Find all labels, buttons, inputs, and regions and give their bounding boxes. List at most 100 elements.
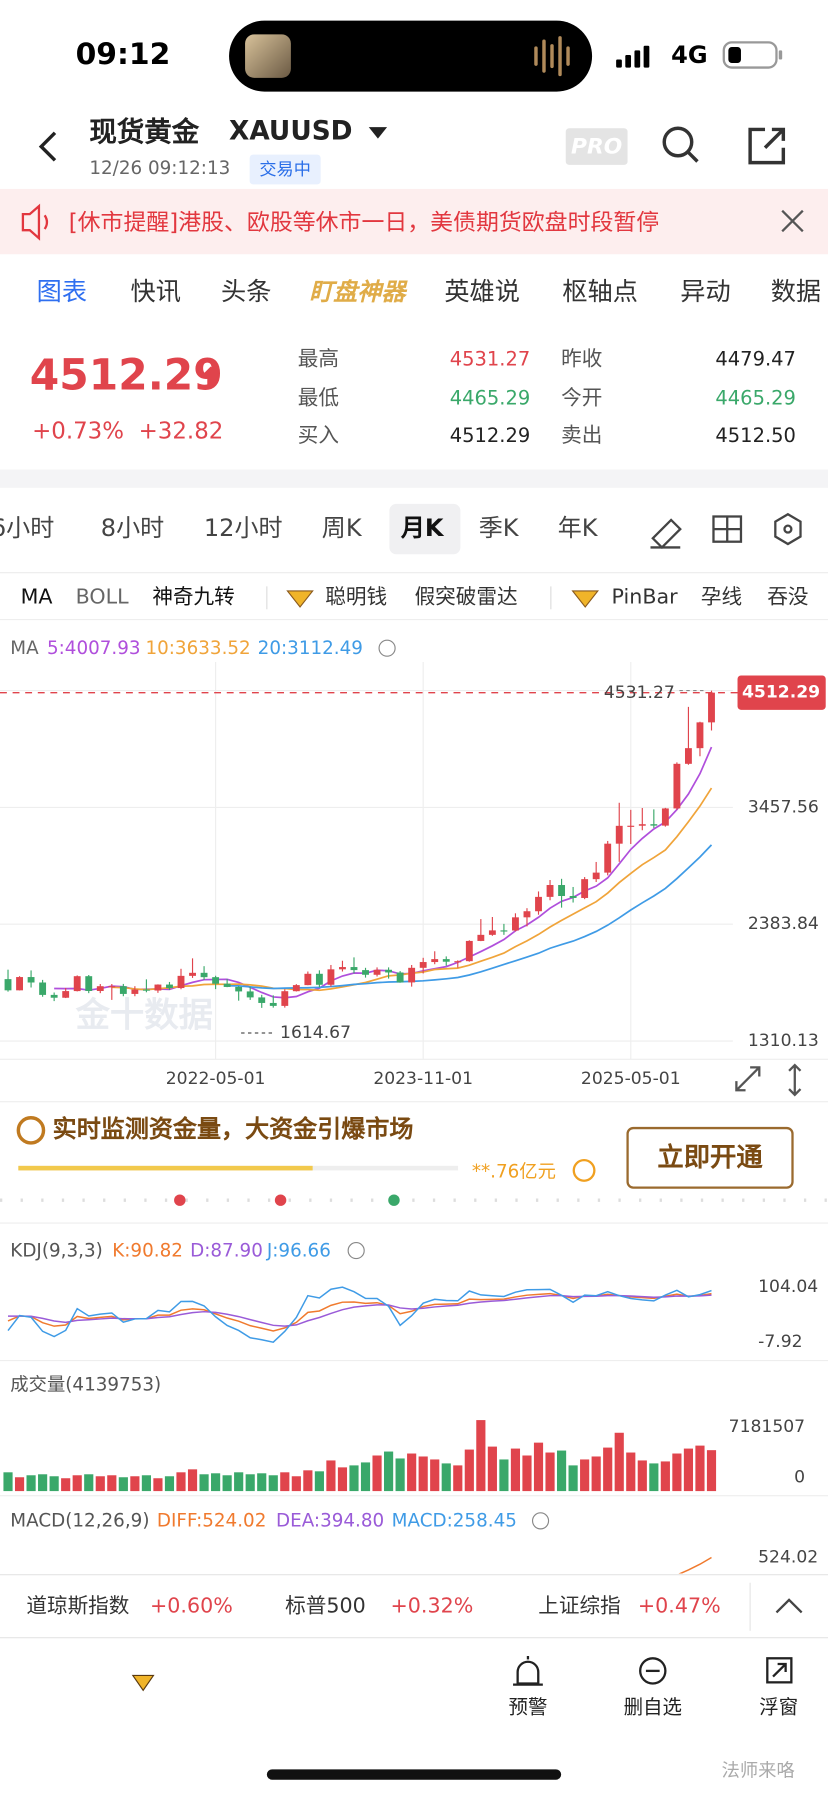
period-active[interactable]: 月K [400,514,444,542]
volume-bar [211,1473,221,1492]
candle-body [16,977,23,991]
period[interactable]: 季K [478,514,519,542]
candle-body [108,986,116,988]
volume-bar [706,1450,717,1492]
volume-bar [407,1453,417,1492]
indicator[interactable]: 假突破雷达 [414,585,518,610]
indicator[interactable]: 孕线 [700,585,743,610]
float-icon[interactable] [766,1657,793,1684]
share-icon[interactable] [748,127,786,165]
settings-icon[interactable] [774,512,802,546]
panel-title: 成交量(4139753) [10,1373,162,1395]
tab[interactable]: 头条 [221,278,272,307]
candle-body [708,692,715,723]
search-icon[interactable] [662,126,699,163]
notice-bar [0,188,828,255]
draw-icon[interactable] [650,518,682,550]
indicator[interactable]: MA [20,585,53,610]
action-label[interactable]: 删自选 [623,1696,682,1719]
expand-up-icon[interactable] [775,1598,803,1614]
volume-bar [360,1462,371,1492]
network: 4G [671,41,708,69]
promo-amount: **.76亿元 [471,1160,556,1182]
symbol[interactable]: XAUUSD [229,116,353,147]
indicator[interactable]: 聪明钱 [325,585,388,610]
settings-dot[interactable] [347,1242,365,1260]
volume-bar [533,1442,544,1492]
volume-bar [26,1475,36,1492]
index-name[interactable]: 标普500 [285,1594,366,1619]
subscribe-button[interactable] [626,1126,794,1189]
period[interactable]: 12小时 [203,514,283,542]
period[interactable]: 周K [321,514,362,542]
index-name[interactable]: 上证综指 [538,1594,621,1619]
title: 现货黄金 [89,115,200,148]
chart-watermark: 金十数据 [75,995,213,1035]
panel [7,1286,712,1344]
alert-icon[interactable] [513,1656,543,1686]
index-change: +0.60% [150,1594,233,1619]
tab[interactable]: 快讯 [130,278,181,307]
signal-icon [616,45,650,68]
layout-icon[interactable] [712,515,743,543]
high-marker: 4531.27 [604,683,675,703]
indicator[interactable]: 神奇九转 [152,585,235,610]
candle-body [350,967,358,971]
indicator[interactable]: BOLL [75,585,129,610]
promo-button[interactable]: 立即开通 [657,1142,763,1173]
settings-dot[interactable] [378,639,396,657]
tab[interactable]: 盯盘神器 [309,278,406,306]
long-ratio: ↑**.8% [42,1672,115,1694]
candle-body [96,986,104,991]
stretch-icon[interactable] [788,1063,802,1097]
pro-badge[interactable]: PRO [565,128,628,165]
action-label[interactable]: 预警 [508,1696,548,1719]
panel: 金十数据 [0,661,733,1060]
candle-body [627,825,635,827]
signal-dot [174,1194,186,1206]
tab[interactable]: 英雄说 [444,278,520,307]
volume-bar [545,1452,555,1492]
back-icon[interactable] [38,131,57,162]
close-icon[interactable] [781,209,804,233]
legend-entry: 5:4007.93 [46,636,141,659]
tab[interactable]: 枢轴点 [562,278,638,307]
low-marker: 1614.67 [280,1023,351,1043]
volume-bar [441,1463,451,1492]
index-name[interactable]: 道琼斯指数 [26,1594,130,1619]
volume-bar [683,1448,694,1492]
remove-icon[interactable] [639,1657,667,1685]
up-arrow [201,366,220,388]
notice-text[interactable]: [休市提醒]港股、欧股等休市一日，美债期货欧盘时段暂停 [68,210,660,234]
clock: 09:12 [75,37,171,73]
dropdown-icon[interactable] [368,127,388,139]
candle-body [592,872,600,880]
legend-entry: DEA:394.80 [276,1509,385,1532]
candle-body [408,967,416,983]
indicator[interactable]: PinBar [611,585,678,610]
candle-body [569,896,577,898]
tab[interactable]: 图表 [36,278,88,307]
tab[interactable]: 异动 [680,278,731,307]
volume-bar [176,1472,186,1492]
ratio-title[interactable]: 实盘多空订单比 [162,1669,323,1698]
tab[interactable]: 数据 [770,278,822,307]
period[interactable]: 6小时 [0,514,55,542]
candle-body [142,989,150,991]
action-label[interactable]: 浮窗 [759,1696,799,1719]
candle-body [223,983,231,987]
expand-icon[interactable] [735,1066,761,1092]
settings-dot[interactable] [531,1512,550,1530]
candle-body [85,976,93,991]
candle-body [258,997,266,1003]
period[interactable]: 8小时 [100,514,165,542]
period[interactable]: 年K [557,514,598,542]
volume-bar [672,1453,682,1492]
ma-line [111,787,713,992]
volume-bar [476,1420,486,1492]
volume-bar [107,1475,117,1492]
candle-body [558,885,566,897]
indicator[interactable]: 吞没 [767,585,809,610]
candle-body [315,973,323,985]
